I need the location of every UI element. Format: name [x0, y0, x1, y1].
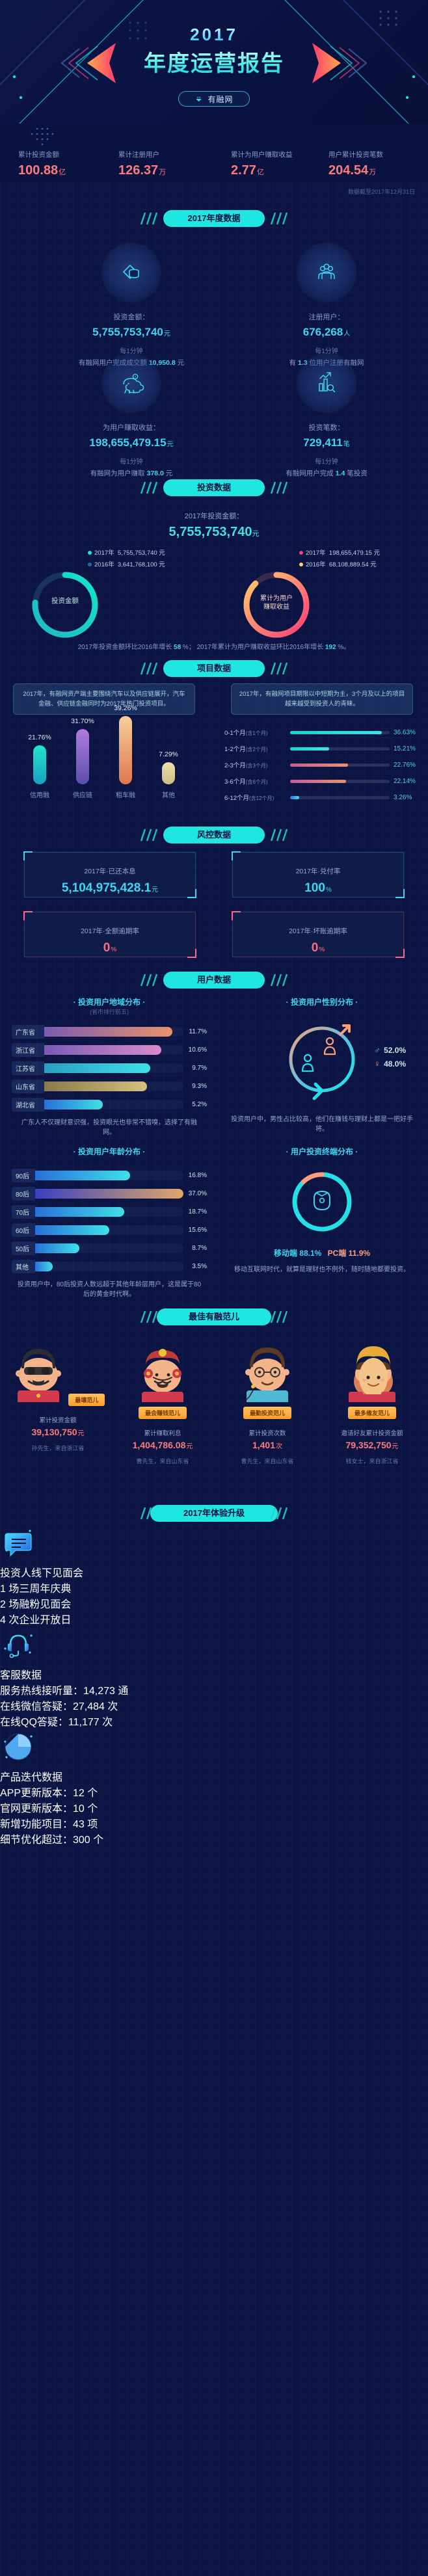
svg-text:用户数据: 用户数据: [196, 975, 231, 985]
svg-text:项目数据: 项目数据: [197, 663, 231, 673]
svg-text:投资数据: 投资数据: [197, 483, 231, 492]
svg-text:2017年度数据: 2017年度数据: [188, 213, 241, 223]
svg-text:最佳有融范儿: 最佳有融范儿: [189, 1312, 239, 1321]
svg-text:投资金额: 投资金额: [51, 596, 79, 605]
svg-text:赚取收益: 赚取收益: [263, 602, 289, 611]
svg-text:风控数据: 风控数据: [197, 830, 231, 840]
svg-text:2017年体验升级: 2017年体验升级: [183, 1508, 245, 1518]
svg-text:累计为用户: 累计为用户: [260, 594, 293, 602]
